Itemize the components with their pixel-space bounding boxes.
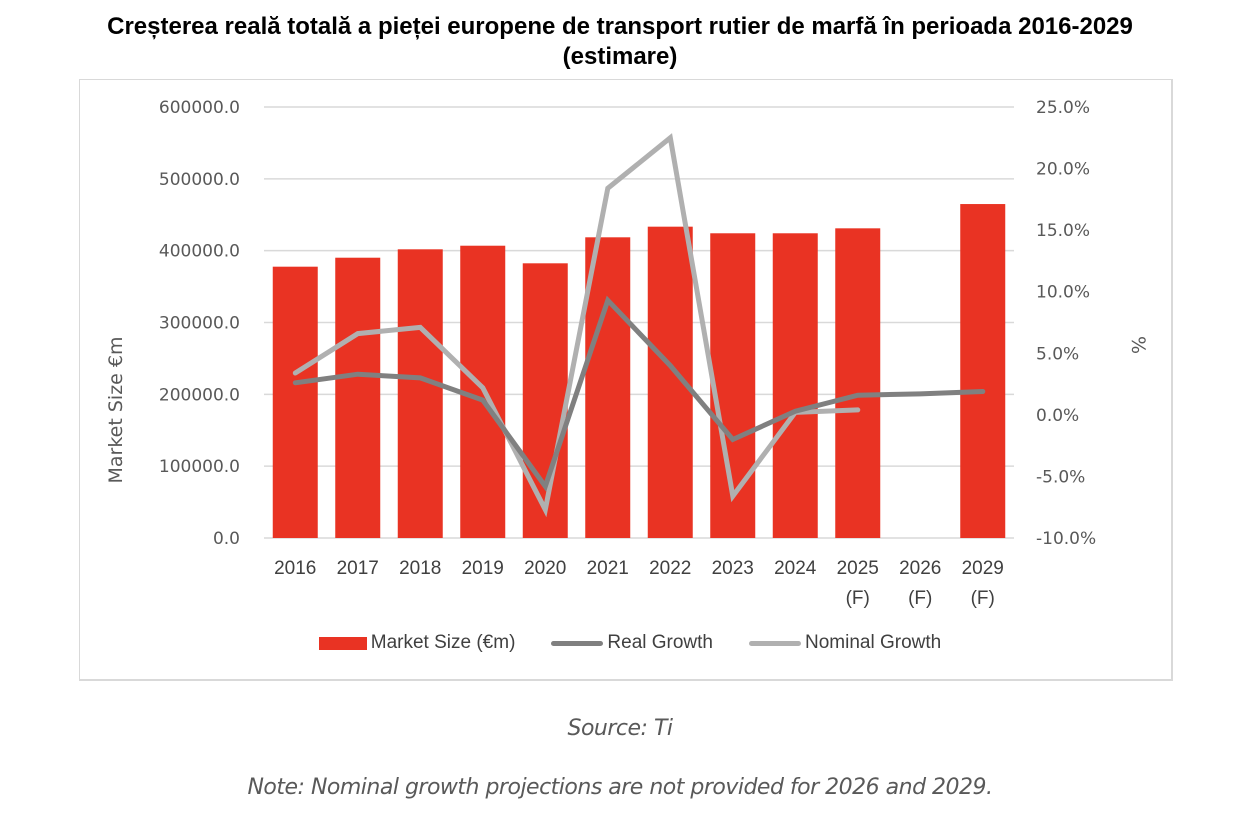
chart-title-line-2: (estimare) [562, 43, 678, 70]
chart-frame [79, 79, 1173, 681]
y2-tick-label: 10.0% [1036, 283, 1090, 303]
y2-tick-label: 25.0% [1036, 98, 1090, 118]
line-real-growth [292, 295, 986, 492]
line-nominal-growth [292, 133, 861, 518]
legend-swatch-line [551, 640, 604, 646]
bar-2018 [397, 249, 443, 539]
x-tick-label: 2020 [524, 558, 566, 579]
y-tick-label: 400000.0 [159, 242, 240, 262]
legend-label: Market Size (€m) [370, 632, 516, 653]
x-tick-label: 2021 [587, 558, 629, 579]
y-tick-label: 200000.0 [159, 385, 240, 405]
bar-2017 [335, 257, 381, 538]
y-tick-label: 500000.0 [159, 170, 240, 190]
chart-title-line-1: Creșterea reală totală a pieței europene… [107, 13, 1133, 40]
left-axis-ticks: 0.0 100000.0 200000.0 300000.0 400000.0 50000… [159, 98, 240, 549]
bar-2016 [272, 266, 318, 538]
x-tick-label: 2017 [337, 558, 379, 579]
bar-2020 [522, 263, 568, 538]
y2-tick-label: -10.0% [1036, 529, 1096, 549]
x-tick-label: 2026 [899, 558, 941, 579]
x-tick-label: (F) [908, 588, 932, 609]
source-caption: Source: Ti [567, 716, 674, 741]
x-tick-label: 2024 [774, 558, 817, 579]
legend-swatch-line [749, 640, 802, 646]
bar-2021 [585, 237, 631, 538]
x-tick-label: 2029 [962, 558, 1004, 579]
y-tick-label: 0.0 [213, 529, 240, 549]
bar-2029 [960, 204, 1006, 539]
right-axis-ticks: -10.0% -5.0% 0.0% 5.0% 10.0% 15.0% 20.0% 25.0% [1036, 98, 1096, 549]
x-tick-label: 2025 [837, 558, 879, 579]
x-tick-label: (F) [971, 588, 995, 609]
legend-swatch-bar [318, 636, 367, 650]
y2-axis-title: % [1127, 336, 1149, 354]
x-axis-ticks: 2016 2017 2018 2019 2020 2021 2022 2023 2024 2025… [274, 558, 1004, 609]
legend-item-real-growth: Real Growth [551, 632, 713, 654]
y2-tick-label: -5.0% [1036, 467, 1085, 487]
bars-market-size [272, 204, 1006, 539]
y-axis-title: Market Size €m [105, 337, 127, 484]
legend: Market Size (€m) Real Growth Nominal Gro… [0, 632, 1240, 654]
x-tick-label: 2022 [649, 558, 691, 579]
bar-2024 [772, 233, 818, 538]
legend-label: Nominal Growth [805, 632, 942, 653]
y2-tick-label: 5.0% [1036, 344, 1079, 364]
y-tick-label: 100000.0 [159, 457, 240, 477]
x-tick-label: 2019 [462, 558, 504, 579]
y2-tick-label: 20.0% [1036, 160, 1090, 180]
x-tick-label: 2018 [399, 558, 441, 579]
y-tick-label: 600000.0 [159, 98, 240, 118]
x-tick-label: 2016 [274, 558, 316, 579]
legend-item-market-size: Market Size (€m) [318, 632, 516, 654]
y-tick-label: 300000.0 [159, 314, 240, 334]
y2-tick-label: 15.0% [1036, 221, 1090, 241]
x-tick-label: 2023 [712, 558, 754, 579]
legend-item-nominal-growth: Nominal Growth [749, 632, 941, 654]
growth-lines [292, 133, 986, 518]
y2-tick-label: 0.0% [1036, 406, 1079, 426]
chart-title: Creșterea reală totală a pieței europene… [0, 12, 1240, 72]
bar-2025 [835, 228, 881, 538]
note-caption: Note: Nominal growth projections are not… [247, 775, 993, 800]
x-tick-label: (F) [846, 588, 870, 609]
legend-label: Real Growth [607, 632, 714, 653]
